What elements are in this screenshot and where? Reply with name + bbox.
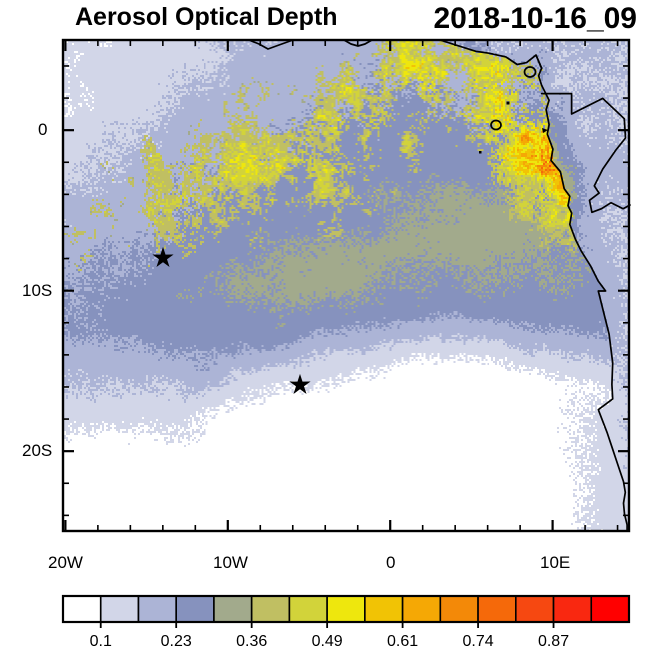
svg-text:0.49: 0.49 xyxy=(312,633,343,650)
svg-text:0.36: 0.36 xyxy=(236,633,267,650)
svg-text:0.74: 0.74 xyxy=(462,633,493,650)
svg-text:0.61: 0.61 xyxy=(387,633,418,650)
svg-text:0.1: 0.1 xyxy=(90,633,112,650)
svg-text:0.23: 0.23 xyxy=(161,633,192,650)
svg-text:0.87: 0.87 xyxy=(538,633,569,650)
